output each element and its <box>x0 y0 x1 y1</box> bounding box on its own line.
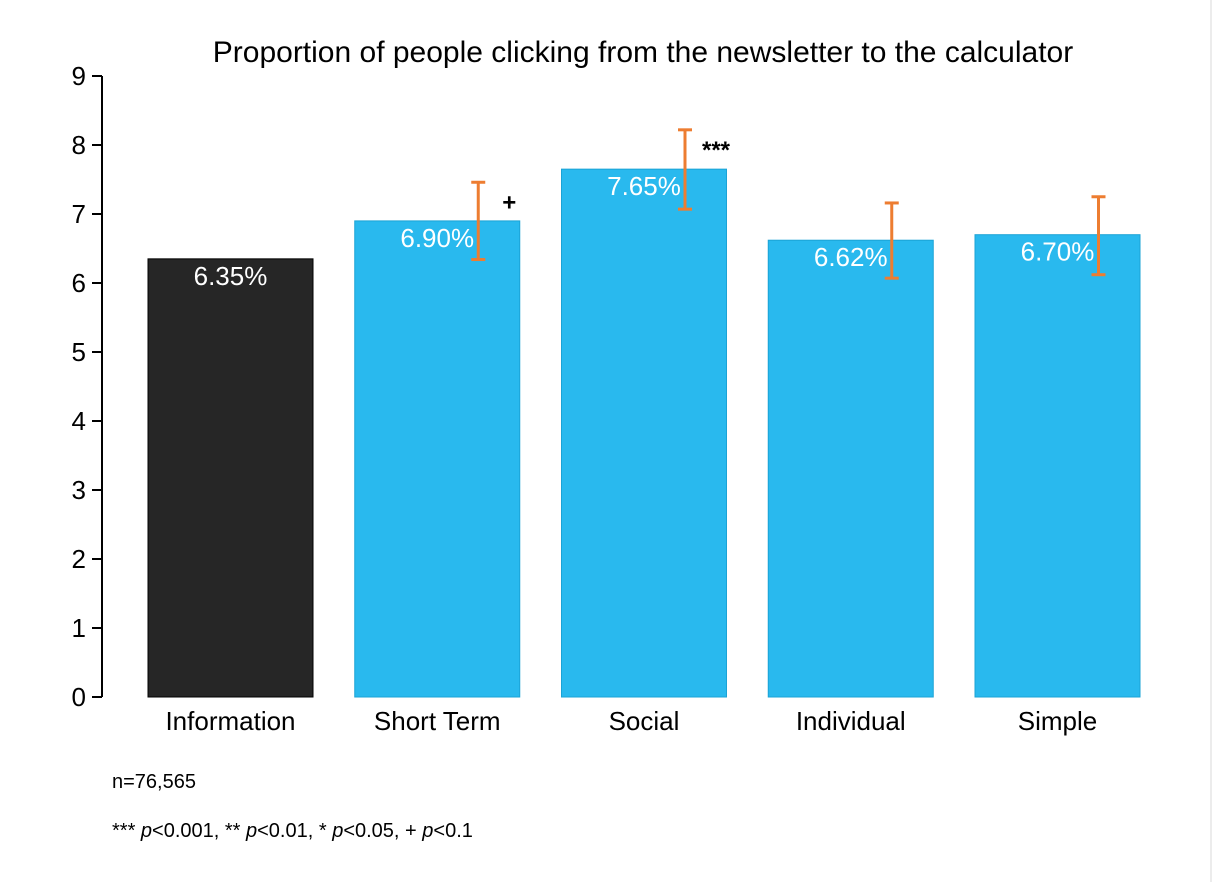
x-tick-label: Simple <box>1018 706 1097 736</box>
data-label: 6.62% <box>814 242 888 272</box>
data-label: 6.35% <box>194 261 268 291</box>
x-tick-label: Individual <box>796 706 906 736</box>
y-tick-label: 2 <box>72 544 86 574</box>
sig-p-italic: p <box>332 820 344 842</box>
y-tick-label: 8 <box>72 130 86 160</box>
x-tick-label: Social <box>609 706 680 736</box>
significance-marker: *** <box>702 137 731 164</box>
bar-information <box>147 258 314 698</box>
y-tick-label: 7 <box>72 199 86 229</box>
data-label: 6.90% <box>400 223 474 253</box>
significance-legend: *** p<0.001, ** p<0.01, * p<0.05, + p<0.… <box>112 820 473 843</box>
y-tick-label: 4 <box>72 406 86 436</box>
sig-threshold: <0.001, ** <box>152 820 246 842</box>
page-edge <box>1210 0 1212 882</box>
y-tick-label: 3 <box>72 475 86 505</box>
bar-social <box>561 168 727 698</box>
sig-p-italic: p <box>140 820 153 842</box>
y-tick-label: 9 <box>72 61 86 91</box>
y-tick-label: 6 <box>72 268 86 298</box>
sig-threshold: <0.1 <box>433 820 473 842</box>
data-label: 6.70% <box>1021 237 1095 267</box>
sig-prefix: *** <box>112 820 141 842</box>
sig-threshold: <0.01, * <box>257 820 333 842</box>
x-tick-label: Information <box>165 706 295 736</box>
sample-size-note: n=76,565 <box>112 771 196 794</box>
y-tick-label: 0 <box>72 682 86 712</box>
sig-p-italic: p <box>246 820 258 842</box>
sample-size-text: n=76,565 <box>112 771 196 793</box>
significance-marker: + <box>502 189 516 216</box>
sig-threshold: <0.05, + <box>343 820 423 842</box>
x-tick-label: Short Term <box>374 706 501 736</box>
sig-p-italic: p <box>422 820 434 842</box>
y-tick-label: 5 <box>72 337 86 367</box>
bar-individual <box>767 239 934 698</box>
chart-title: Proportion of people clicking from the n… <box>213 36 1073 69</box>
y-tick-label: 1 <box>72 613 86 643</box>
data-label: 7.65% <box>607 171 681 201</box>
bar-simple <box>974 234 1141 698</box>
bar-short-term <box>354 220 521 698</box>
